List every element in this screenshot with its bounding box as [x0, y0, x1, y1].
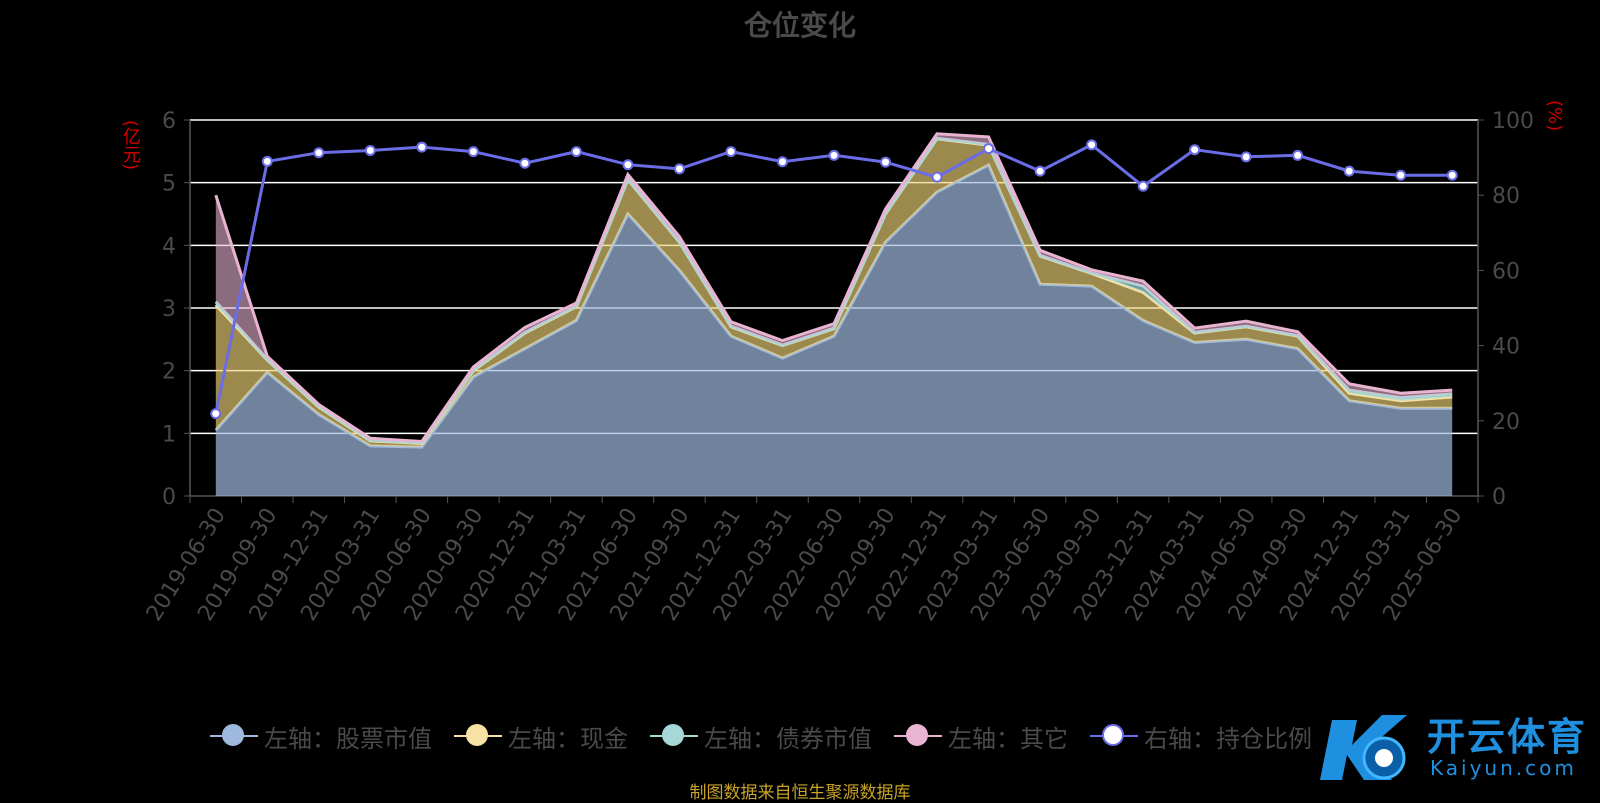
ratio-point	[725, 146, 737, 158]
ratio-point	[880, 156, 892, 168]
ratio-point	[467, 146, 479, 158]
ratio-point	[519, 157, 531, 169]
legend-symbol-icon	[894, 722, 942, 750]
legend-symbol-icon	[1090, 722, 1138, 750]
y-left-tick-label: 4	[162, 234, 176, 259]
ratio-point	[1343, 165, 1355, 177]
legend-item[interactable]: 左轴：股票市值	[210, 719, 432, 754]
ratio-point	[364, 144, 376, 156]
ratio-point	[931, 171, 943, 183]
ratio-point	[261, 155, 273, 167]
watermark-sub: Kaiyun.com	[1430, 756, 1577, 780]
legend-label: 左轴：其它	[948, 724, 1068, 753]
y-left-tick-label: 1	[162, 422, 176, 447]
y-left-tick-label: 2	[162, 360, 176, 385]
ratio-point	[416, 141, 428, 153]
y-right-tick-label: 80	[1492, 184, 1520, 209]
legend-item[interactable]: 右轴：持仓比例	[1090, 719, 1312, 754]
legend-label: 右轴：持仓比例	[1144, 724, 1312, 753]
legend-label: 左轴：现金	[508, 724, 628, 753]
kaiyun-logo-icon	[1320, 715, 1407, 780]
watermark-text: 开云体育	[1427, 715, 1588, 759]
chart-title: 仓位变化	[743, 9, 856, 42]
right-axis-unit: (%)	[1544, 100, 1565, 132]
ratio-point	[1137, 180, 1149, 192]
legend-label: 左轴：股票市值	[264, 724, 432, 753]
y-right-tick-label: 20	[1492, 410, 1520, 435]
legend-symbol-icon	[210, 722, 258, 750]
ratio-point	[570, 146, 582, 158]
y-left-tick-label: 6	[162, 109, 176, 134]
ratio-point	[828, 149, 840, 161]
ratio-point	[983, 143, 995, 155]
y-right-tick-label: 60	[1492, 259, 1520, 284]
ratio-point	[1034, 165, 1046, 177]
ratio-point	[313, 147, 325, 159]
left-axis-unit: (亿元)	[120, 120, 141, 171]
ratio-point	[1395, 169, 1407, 181]
ratio-point	[776, 156, 788, 168]
legend-symbol-icon	[454, 722, 502, 750]
ratio-point	[1189, 144, 1201, 156]
ratio-point	[622, 159, 634, 171]
y-right-tick-label: 40	[1492, 335, 1520, 360]
area-line-3	[214, 132, 1453, 444]
ratio-point	[673, 163, 685, 175]
ratio-point	[1086, 139, 1098, 151]
area-series-0	[215, 165, 1453, 496]
legend-item[interactable]: 左轴：其它	[894, 719, 1068, 754]
legend-label: 左轴：债券市值	[704, 724, 872, 753]
ratio-point	[1292, 149, 1304, 161]
watermark: 开云体育 Kaiyun.com	[1312, 700, 1592, 790]
y-right-tick-label: 100	[1492, 109, 1534, 134]
y-left-tick-label: 5	[162, 172, 176, 197]
ratio-point	[210, 408, 222, 420]
ratio-point	[1446, 169, 1458, 181]
legend-symbol-icon	[650, 722, 698, 750]
y-left-tick-label: 0	[162, 485, 176, 510]
ratio-point	[1240, 151, 1252, 163]
legend: 左轴：股票市值 左轴：现金 左轴：债券市值 左轴：其它 右轴：持仓比例	[210, 718, 1312, 754]
legend-item[interactable]: 左轴：债券市值	[650, 719, 872, 754]
source-note: 制图数据来自恒生聚源数据库	[689, 783, 911, 803]
legend-item[interactable]: 左轴：现金	[454, 719, 628, 754]
y-right-tick-label: 0	[1492, 485, 1506, 510]
y-left-tick-label: 3	[162, 297, 176, 322]
